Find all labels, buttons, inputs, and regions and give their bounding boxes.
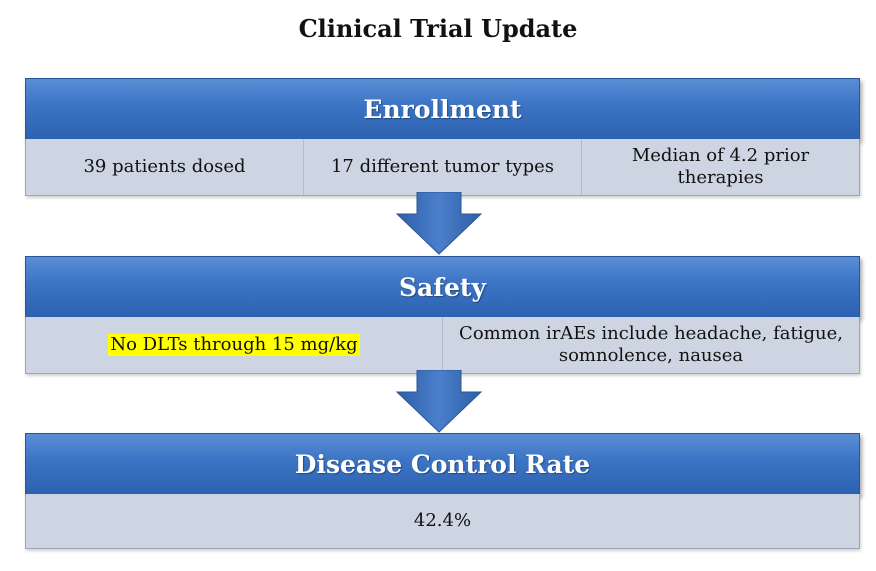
enrollment-tumor-types-cell: 17 different tumor types bbox=[303, 139, 581, 195]
down-arrow-icon-1 bbox=[395, 192, 483, 255]
safety-header: Safety bbox=[25, 256, 860, 318]
safety-row: No DLTs through 15 mg/kg Common irAEs in… bbox=[25, 317, 860, 374]
enrollment-patients-cell: 39 patients dosed bbox=[83, 156, 246, 177]
enrollment-row: 39 patients dosed 17 different tumor typ… bbox=[25, 139, 860, 196]
highlighted-text: No DLTs through 15 mg/kg bbox=[108, 334, 360, 356]
safety-irae-cell: Common irAEs include headache, fatigue, … bbox=[442, 317, 859, 373]
down-arrow-icon-2 bbox=[395, 370, 483, 433]
disease-control-rate-value: 42.4% bbox=[413, 510, 472, 531]
page-title: Clinical Trial Update bbox=[298, 14, 578, 43]
disease-control-rate-row: 42.4% bbox=[25, 494, 860, 549]
enrollment-prior-therapies-cell: Median of 4.2 prior therapies bbox=[581, 139, 859, 195]
enrollment-header: Enrollment bbox=[25, 78, 860, 140]
disease-control-rate-header: Disease Control Rate bbox=[25, 433, 860, 495]
safety-dlt-cell: No DLTs through 15 mg/kg bbox=[26, 317, 442, 373]
